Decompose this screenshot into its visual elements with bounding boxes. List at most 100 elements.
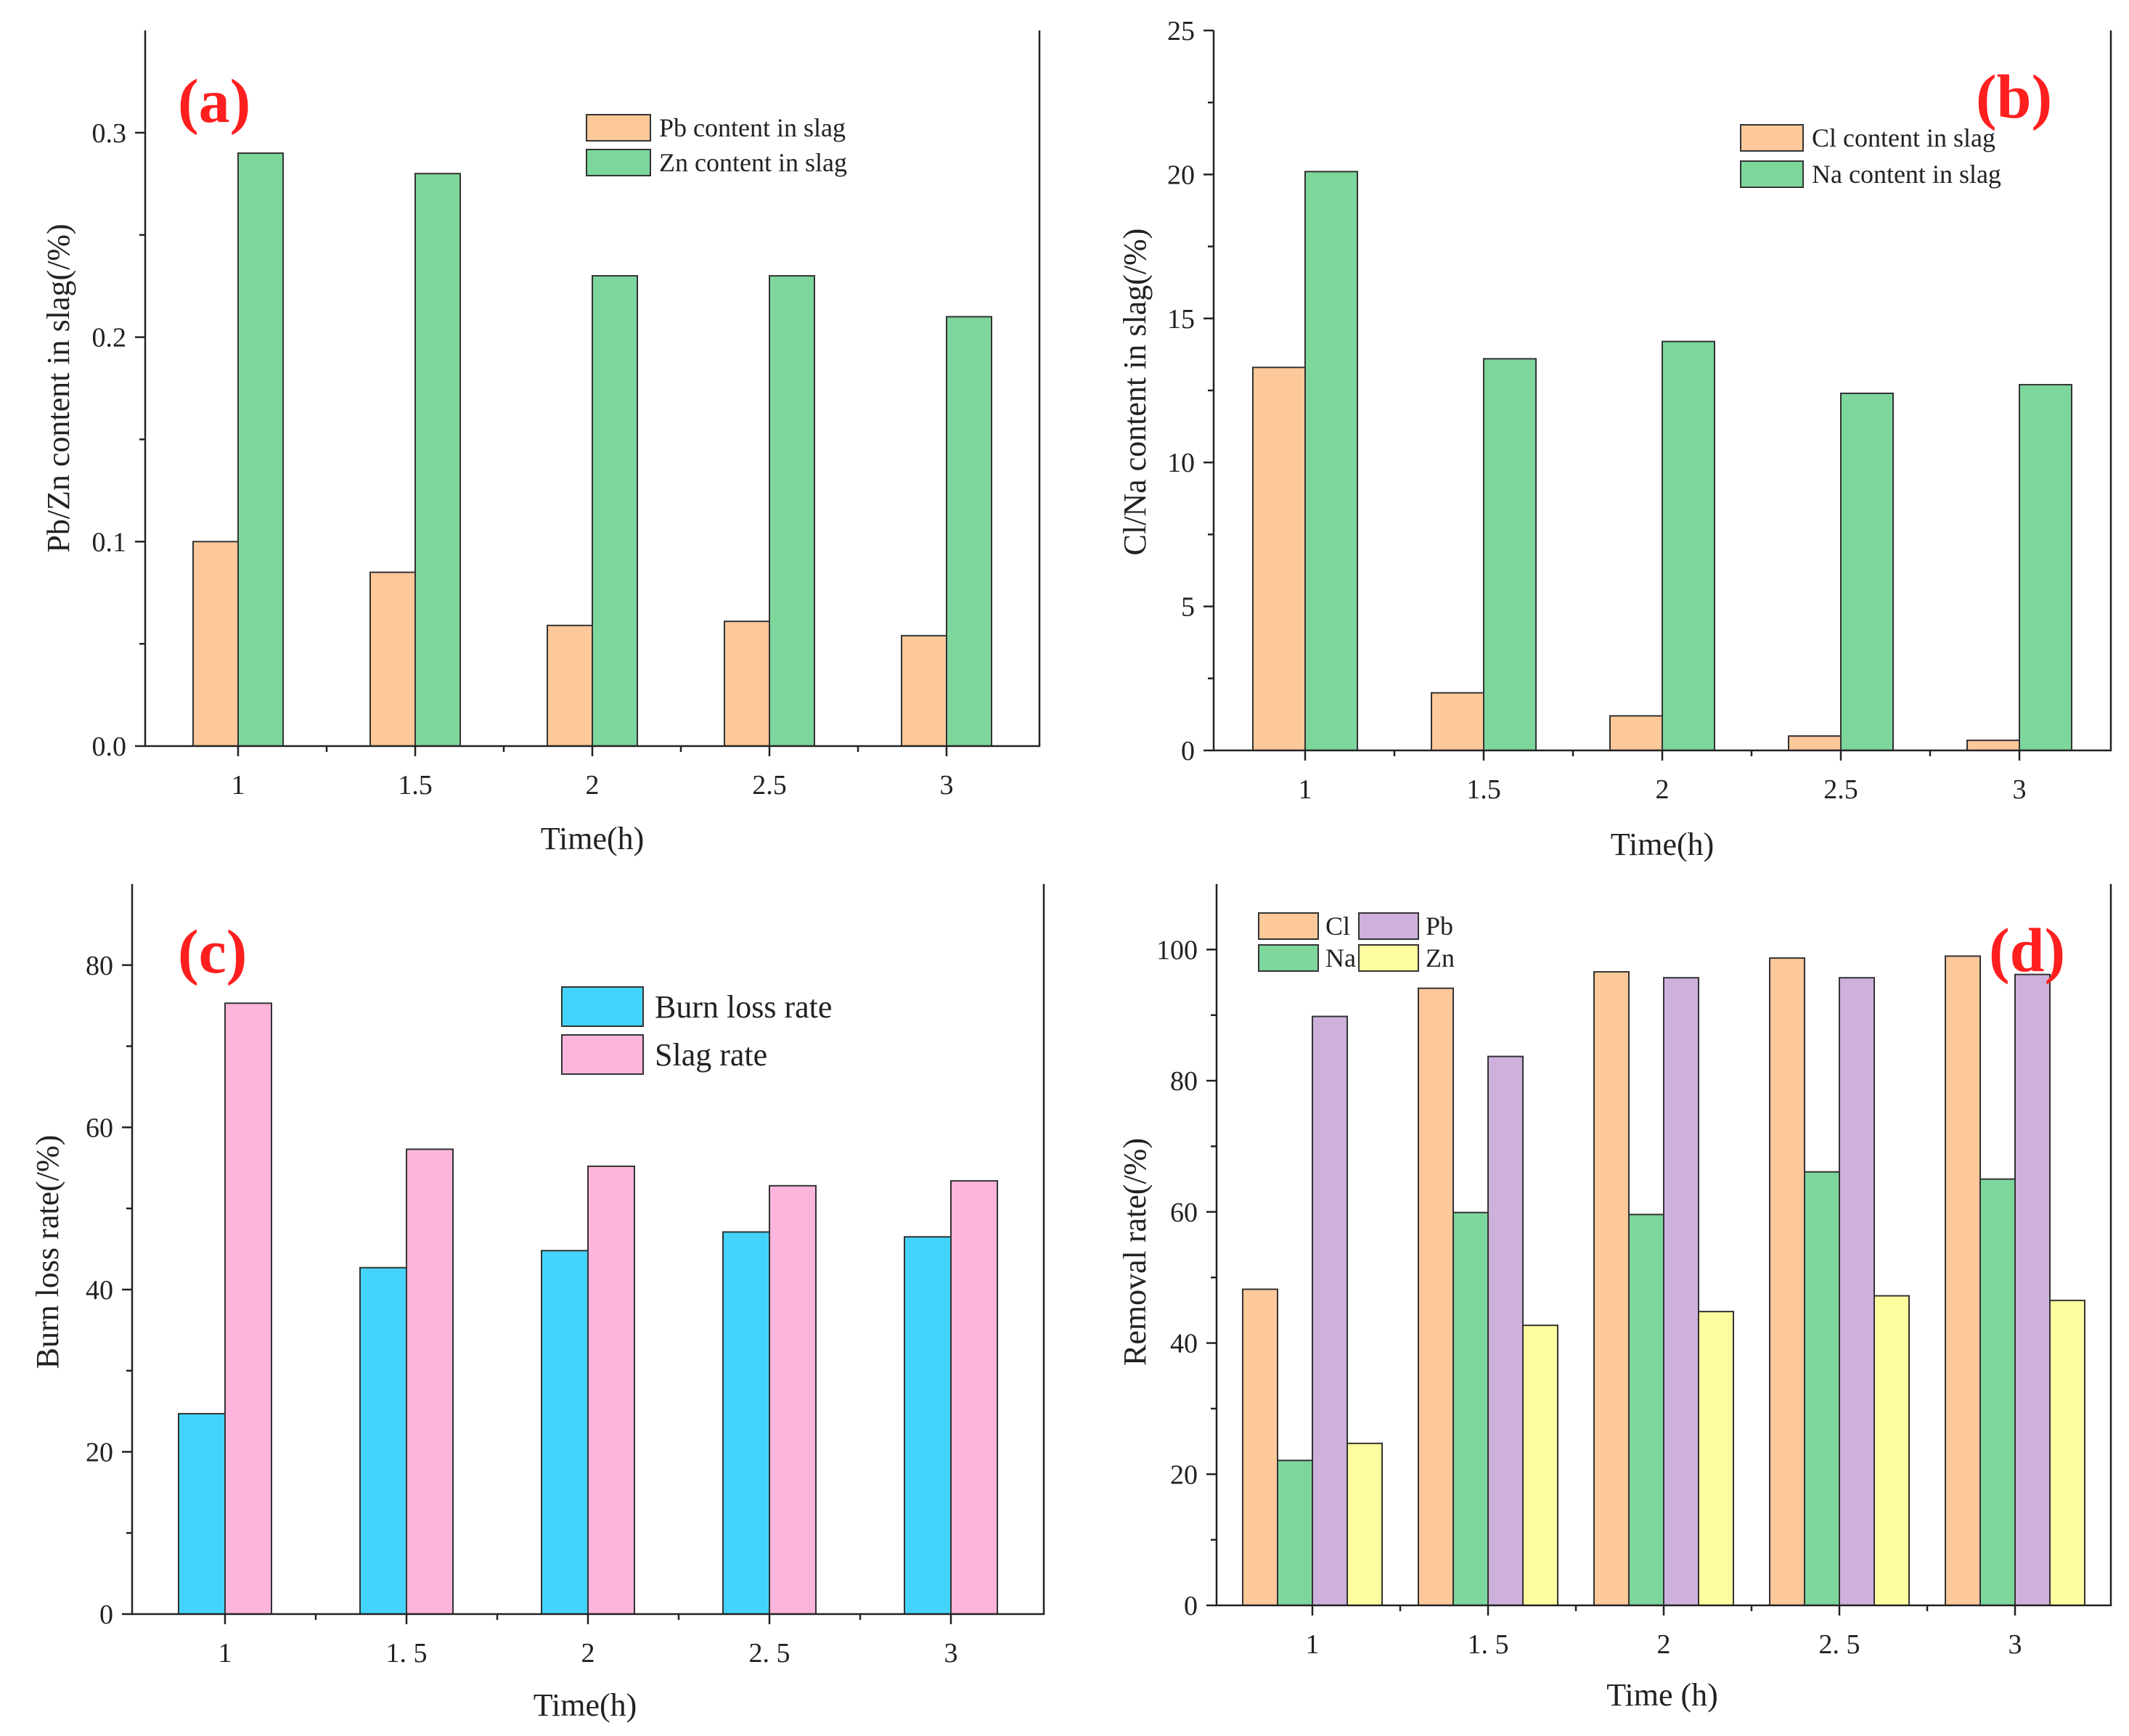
legend-swatch-pb [586,114,651,142]
bar-a-zn-1 [237,152,284,747]
bar-b-na-2 [1483,358,1537,751]
x-tick-label-b-2: 1.5 [1466,774,1501,805]
legend-swatch-zn [586,149,651,176]
bar-d-na-3 [1628,1213,1664,1606]
x-tick-label-b-5: 3 [2013,774,2027,805]
y-axis-label-d: Removal rate(/%) [1117,1138,1153,1366]
panel-letter-a: (a) [178,66,250,136]
bar-b-na-5 [2019,384,2072,752]
legend-swatch-na [1740,160,1804,188]
y-tick-label-b-1: 5 [1181,592,1195,623]
legend-swatch-cl-d [1258,912,1319,940]
y-tick-label-d-4: 80 [1170,1066,1198,1097]
bar-d-cl-2 [1418,987,1454,1607]
x-tick-label-c-1: 1 [218,1638,232,1669]
bar-d-pb-4 [1839,977,1875,1606]
x-axis-label-c: Time(h) [534,1687,637,1723]
bar-d-zn-1 [1347,1442,1383,1606]
bar-a-zn-3 [592,275,638,747]
legend-label-na-d: Na [1325,943,1356,973]
bar-b-cl-3 [1609,715,1663,751]
bar-b-na-4 [1840,392,1894,752]
x-tick-label-c-2: 1. 5 [386,1638,428,1669]
legend-label-burn-loss: Burn loss rate [655,989,832,1025]
chart-panel-c: 1 1. 5 2 2. 5 3 0 20 40 60 80 (c) Time(h) Burn lo… [30,884,1045,1723]
legend-label-cl-d: Cl [1325,912,1350,941]
y-tick-label-c-1: 20 [86,1437,113,1467]
bars-a [192,152,992,748]
x-tick-label-d-1: 1 [1306,1629,1320,1660]
bar-c-burn-1 [178,1412,226,1616]
legend-label-pb: Pb content in slag [659,113,846,142]
legend-label-slag: Slag rate [655,1037,767,1073]
bar-d-na-2 [1452,1211,1489,1606]
bar-b-cl-1 [1252,367,1306,752]
x-axis-label-a: Time(h) [541,821,645,856]
x-tick-label-a-3: 2 [586,770,600,801]
ticks-b: 1 1.5 2 2.5 3 0 5 10 15 20 25 [1167,16,2027,805]
y-tick-label-c-3: 60 [86,1113,113,1143]
y-axis-label-a: Pb/Zn content in slag(/%) [41,224,76,552]
bar-d-cl-4 [1769,957,1805,1607]
bar-d-na-4 [1804,1171,1840,1607]
bar-d-pb-3 [1663,977,1699,1606]
legend-label-zn-d: Zn [1426,943,1455,973]
ticks-d: 1 1. 5 2 2. 5 3 0 20 40 60 80 100 [1156,935,2022,1660]
x-tick-label-a-2: 1.5 [398,770,433,801]
bar-d-zn-4 [1873,1295,1910,1606]
bar-b-cl-4 [1788,735,1842,751]
y-tick-label-d-3: 60 [1170,1197,1198,1228]
bar-a-pb-5 [901,634,947,747]
bar-d-na-1 [1277,1459,1313,1607]
y-tick-label-c-4: 80 [86,951,113,981]
legend-swatch-slag [561,1034,644,1075]
x-tick-label-d-5: 3 [2009,1629,2022,1660]
legend-label-zn: Zn content in slag [659,148,847,177]
legend-b: Cl content in slag Na content in slag [1740,123,2001,189]
x-tick-label-d-4: 2. 5 [1819,1629,1860,1660]
y-tick-label-c-0: 0 [99,1600,113,1630]
panel-letter-d: (d) [1989,915,2065,985]
bar-d-zn-2 [1522,1324,1558,1606]
x-tick-label-b-3: 2 [1656,774,1670,805]
legend-swatch-burn-loss [561,986,644,1027]
bar-a-zn-2 [414,173,461,747]
x-axis-label-b: Time(h) [1611,827,1715,862]
legend-swatch-zn-d [1358,944,1419,972]
x-tick-label-b-4: 2.5 [1823,774,1858,805]
y-tick-label-d-0: 0 [1184,1591,1198,1621]
bar-a-pb-4 [724,621,770,748]
bar-c-burn-3 [541,1250,589,1616]
legend-swatch-cl [1740,124,1804,152]
x-tick-label-a-1: 1 [232,770,245,801]
y-tick-label-d-1: 20 [1170,1459,1198,1490]
bar-d-na-5 [1979,1178,2016,1606]
bar-c-burn-5 [904,1236,952,1615]
y-tick-label-b-3: 15 [1167,304,1195,335]
x-tick-label-b-1: 1 [1299,774,1312,805]
bar-a-pb-2 [369,571,416,747]
bar-d-pb-2 [1487,1055,1524,1606]
bar-c-burn-4 [722,1231,770,1615]
y-tick-label-b-2: 10 [1167,448,1195,478]
chart-panel-a: 1 1.5 2 2.5 3 0.0 0.1 0.2 0.3 (a) Time(h) Pb/Zn … [41,30,1041,856]
bar-a-zn-5 [946,316,992,747]
bar-d-cl-3 [1593,971,1630,1606]
y-tick-label-d-5: 100 [1156,935,1198,965]
y-axis-label-b: Cl/Na content in slag(/%) [1117,229,1153,556]
legend-d: Cl Pb Na Zn [1258,912,1455,973]
bar-a-pb-1 [192,541,239,747]
bars-d [1242,955,2085,1607]
bar-c-slag-1 [224,1002,272,1615]
x-tick-label-c-5: 3 [944,1638,958,1669]
legend-swatch-pb-d [1358,912,1419,940]
y-tick-label-a-2: 0.2 [92,323,127,353]
panel-letter-b: (b) [1976,62,2052,131]
bar-a-pb-3 [547,624,593,747]
bar-b-na-3 [1662,340,1715,751]
y-tick-label-a-3: 0.3 [92,118,127,149]
legend-label-pb-d: Pb [1426,912,1453,941]
bars-b [1252,171,2072,752]
ticks-a: 1 1.5 2 2.5 3 0.0 0.1 0.2 0.3 [92,118,954,801]
